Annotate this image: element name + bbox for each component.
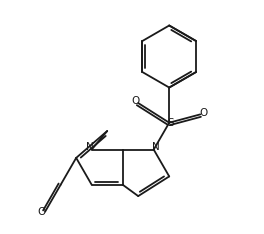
Text: O: O [199, 108, 207, 118]
Text: S: S [168, 118, 174, 128]
Text: O: O [131, 96, 140, 106]
Text: N: N [152, 142, 159, 152]
Text: N: N [86, 142, 94, 152]
Text: O: O [38, 207, 46, 217]
